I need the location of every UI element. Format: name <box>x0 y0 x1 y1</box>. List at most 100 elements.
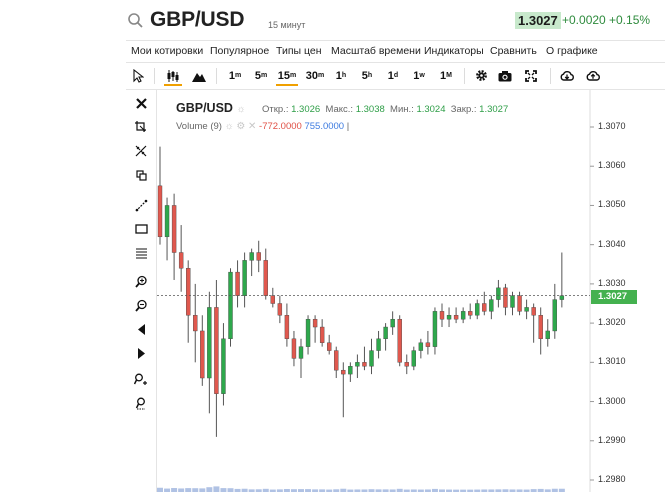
volume-bar <box>439 489 445 492</box>
candle-body <box>284 315 290 339</box>
camera-icon[interactable] <box>494 62 516 89</box>
mountain-icon[interactable] <box>188 62 210 89</box>
menu-price-types[interactable]: Типы цен <box>276 45 322 57</box>
candle <box>489 295 494 320</box>
copy-icon[interactable] <box>130 165 152 185</box>
price-change: +0.0020 <box>562 13 606 27</box>
settings-icon[interactable]: ⚙ <box>236 121 246 132</box>
volume-bar <box>502 489 509 492</box>
volume-bar <box>326 489 333 492</box>
candle-body <box>235 271 240 296</box>
cloud-upload-icon[interactable] <box>582 62 604 89</box>
timeframe-30m[interactable]: 30 m <box>305 69 325 82</box>
volume-bar <box>544 489 551 492</box>
candle <box>524 299 529 320</box>
candle <box>376 330 381 359</box>
high-value: 1.3038 <box>355 104 385 115</box>
menu-compare[interactable]: Сравнить <box>490 45 537 57</box>
trend-line-icon[interactable] <box>130 195 152 215</box>
magnet-icon[interactable] <box>130 141 152 161</box>
candle <box>277 295 283 324</box>
menu-indicators[interactable]: Индикаторы <box>424 45 484 57</box>
candle-body <box>207 307 212 379</box>
candle-body <box>362 362 367 367</box>
rectangle-icon[interactable] <box>130 219 152 239</box>
candle <box>538 307 543 355</box>
close-value: 1.3027 <box>479 104 509 115</box>
volume-bar <box>290 489 297 492</box>
pointer-reset-icon[interactable] <box>130 393 152 413</box>
candle <box>214 279 219 437</box>
timeframe-15m[interactable]: 15 m <box>274 62 300 89</box>
search-icon[interactable] <box>127 12 145 30</box>
zoom-in-icon[interactable] <box>130 271 152 291</box>
volume-bar <box>269 489 276 492</box>
candle-body <box>221 338 226 394</box>
period-label: 15 минут <box>268 20 306 30</box>
volume-bar <box>530 489 537 492</box>
menu-popular[interactable]: Популярное <box>210 45 270 57</box>
candle-body <box>510 295 515 308</box>
candle-body <box>355 362 360 367</box>
candle-body <box>475 303 480 316</box>
candle <box>334 346 339 379</box>
volume-bar <box>241 488 248 492</box>
crop-icon[interactable] <box>130 117 152 137</box>
close-icon[interactable]: ✕ <box>248 121 257 132</box>
volume-bar <box>537 488 544 492</box>
price-tick-label: 1.3030 <box>598 277 626 288</box>
open-label: Откр.: <box>262 104 289 115</box>
candle <box>207 291 212 414</box>
candle-body <box>193 315 198 332</box>
menu-my-quotes[interactable]: Мои котировки <box>131 45 204 57</box>
candle-body <box>157 185 163 238</box>
price-chart[interactable] <box>157 90 665 492</box>
low-value: 1.3024 <box>416 104 446 115</box>
candle <box>171 193 177 280</box>
fullscreen-icon[interactable] <box>520 62 542 89</box>
cloud-download-icon[interactable] <box>556 62 578 89</box>
volume-bar <box>305 489 312 492</box>
candle-body <box>200 330 205 379</box>
scroll-left-icon[interactable] <box>130 319 152 339</box>
volume-bar <box>368 489 375 492</box>
volume-bar <box>340 488 347 492</box>
horizontal-lines-icon[interactable] <box>130 243 152 263</box>
drawing-tools-panel <box>126 90 157 492</box>
candle-body <box>552 299 557 332</box>
candle-body <box>559 295 565 300</box>
volume-bar <box>234 488 241 492</box>
volume-bar <box>474 489 481 492</box>
candle <box>319 319 325 347</box>
gear-icon[interactable] <box>470 62 492 89</box>
volume-bar <box>157 487 163 492</box>
eye-icon[interactable]: ☼ <box>236 104 246 115</box>
candle <box>446 307 452 328</box>
cursor-icon[interactable] <box>128 62 148 89</box>
zoom-out-icon[interactable] <box>130 295 152 315</box>
candle-body <box>242 260 247 296</box>
close-label: Закр.: <box>450 104 477 115</box>
volume-bar <box>255 489 262 492</box>
scroll-right-icon[interactable] <box>130 343 152 363</box>
candle-body <box>411 350 417 367</box>
candle <box>249 248 254 277</box>
candle-body <box>291 338 297 359</box>
menu-time-scale[interactable]: Масштаб времени <box>331 45 421 57</box>
pointer-plus-icon[interactable] <box>130 369 152 389</box>
close-icon[interactable] <box>130 93 152 113</box>
eye-icon[interactable]: ☼ <box>224 121 234 132</box>
candle <box>312 315 318 343</box>
candles-icon[interactable] <box>162 62 184 89</box>
menu-about-chart[interactable]: О графике <box>546 45 598 57</box>
candle <box>164 197 170 261</box>
candle <box>284 303 290 347</box>
candle-body <box>446 315 452 320</box>
